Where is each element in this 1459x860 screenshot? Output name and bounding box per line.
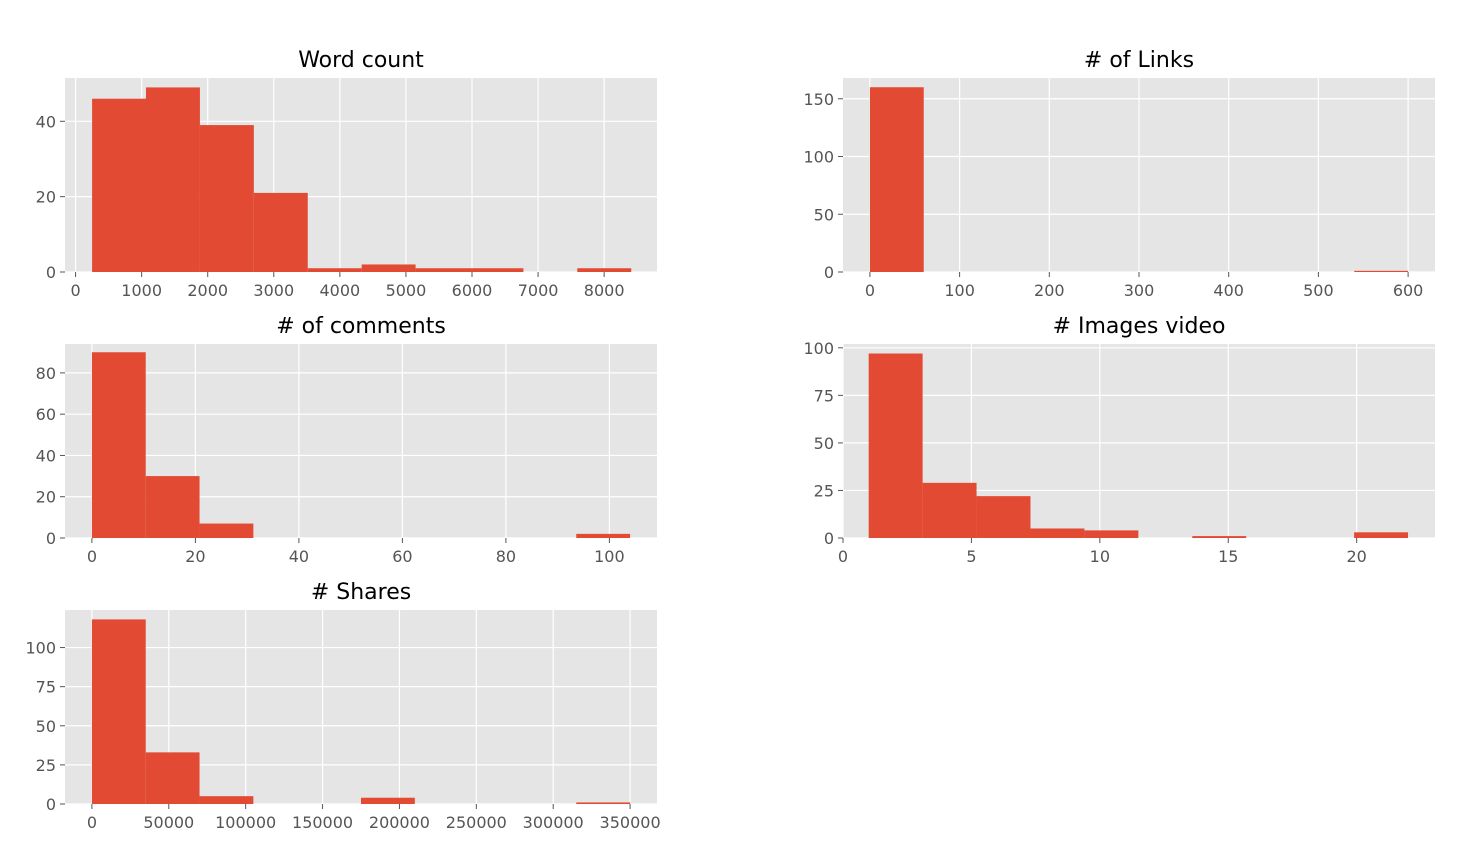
of-comments-bar xyxy=(145,476,200,538)
shares-x-tick-label: 150000 xyxy=(292,813,353,832)
of-links-x-tick-label: 100 xyxy=(944,281,975,300)
word-count-x-tick-label: 8000 xyxy=(584,281,625,300)
word-count-bar xyxy=(307,268,362,272)
images-video-x-tick-label: 5 xyxy=(966,547,976,566)
of-comments-y-tick-label: 80 xyxy=(36,364,56,383)
images-video-bar xyxy=(922,482,977,538)
of-links-y-tick-label: 150 xyxy=(803,90,834,109)
shares-bar xyxy=(91,619,146,804)
images-video-x-tick-label: 10 xyxy=(1090,547,1110,566)
of-comments-title: # of comments xyxy=(276,314,446,339)
word-count-bar xyxy=(469,268,524,272)
of-links-title: # of Links xyxy=(1084,48,1194,73)
of-comments-y-tick-label: 0 xyxy=(46,529,56,548)
of-links-y-tick-label: 50 xyxy=(814,205,834,224)
word-count-x-tick-label: 0 xyxy=(70,281,80,300)
images-video-bar xyxy=(976,496,1031,538)
word-count-bar xyxy=(415,268,470,272)
shares-bar xyxy=(145,752,200,804)
of-comments-x-tick-label: 100 xyxy=(594,547,625,566)
shares-x-tick-label: 300000 xyxy=(523,813,584,832)
images-video-x-tick-label: 20 xyxy=(1346,547,1366,566)
images-video-y-tick-label: 75 xyxy=(814,386,834,405)
of-comments-y-tick-label: 60 xyxy=(36,405,56,424)
of-links-chart: 0 100 200 300 400 500 600 0 50 100 150 # of Links xyxy=(803,48,1435,300)
images-video-bar xyxy=(1084,530,1139,538)
of-links-x-tick-label: 400 xyxy=(1213,281,1244,300)
word-count-title: Word count xyxy=(298,48,424,73)
of-comments-x-tick-label: 80 xyxy=(496,547,516,566)
of-comments-bar xyxy=(576,533,631,538)
images-video-bar xyxy=(1192,536,1247,538)
of-comments-y-tick-label: 20 xyxy=(36,488,56,507)
word-count-y-tick-label: 20 xyxy=(36,188,56,207)
word-count-bar xyxy=(92,98,147,272)
shares-y-tick-label: 100 xyxy=(25,639,56,658)
images-video-bar xyxy=(1354,532,1409,538)
shares-y-tick-label: 50 xyxy=(36,717,56,736)
shares-bar xyxy=(361,797,415,804)
images-video-bar xyxy=(868,353,923,538)
shares-chart: 0 50000 100000 150000 200000 250000 300000 3500… xyxy=(25,580,660,832)
of-links-x-tick-label: 500 xyxy=(1303,281,1334,300)
of-links-y-tick-label: 0 xyxy=(824,263,834,282)
word-count-x-tick-label: 2000 xyxy=(187,281,228,300)
images-video-y-tick-label: 25 xyxy=(814,481,834,500)
of-comments-x-tick-label: 60 xyxy=(392,547,412,566)
images-video-x-tick-label: 0 xyxy=(838,547,848,566)
word-count-bar xyxy=(361,264,416,272)
word-count-x-tick-label: 5000 xyxy=(386,281,427,300)
of-comments-y-tick-label: 40 xyxy=(36,446,56,465)
images-video-bar xyxy=(1030,528,1085,538)
of-comments-bar xyxy=(91,352,146,538)
shares-y-tick-label: 75 xyxy=(36,678,56,697)
of-links-y-tick-label: 100 xyxy=(803,148,834,167)
word-count-y-tick-label: 40 xyxy=(36,112,56,131)
images-video-x-tick-label: 15 xyxy=(1218,547,1238,566)
images-video-chart: 0 5 10 15 20 0 25 50 75 100 # Images video xyxy=(803,314,1435,566)
images-video-y-tick-label: 0 xyxy=(824,529,834,548)
shares-x-tick-label: 0 xyxy=(87,813,97,832)
shares-title: # Shares xyxy=(311,580,411,605)
word-count-x-tick-label: 3000 xyxy=(253,281,294,300)
shares-bar xyxy=(576,802,631,804)
shares-x-tick-label: 100000 xyxy=(215,813,276,832)
shares-y-tick-label: 0 xyxy=(46,795,56,814)
of-links-x-tick-label: 200 xyxy=(1034,281,1065,300)
shares-x-tick-label: 200000 xyxy=(369,813,430,832)
word-count-y-tick-label: 0 xyxy=(46,263,56,282)
word-count-chart: 0 1000 2000 3000 4000 5000 6000 7000 8000 0 20 40 Wo… xyxy=(36,48,657,300)
word-count-bar xyxy=(199,125,254,273)
images-video-y-tick-label: 50 xyxy=(814,434,834,453)
of-links-x-tick-label: 300 xyxy=(1124,281,1155,300)
word-count-bar xyxy=(146,87,200,272)
of-links-bar xyxy=(869,87,924,272)
of-links-x-tick-label: 0 xyxy=(865,281,875,300)
shares-bar xyxy=(199,796,254,804)
images-video-y-tick-label: 100 xyxy=(803,339,834,358)
of-comments-chart: 0 20 40 60 80 100 0 20 40 60 80 # of comments xyxy=(36,314,657,566)
of-links-bar xyxy=(1354,270,1409,272)
of-comments-x-tick-label: 40 xyxy=(289,547,309,566)
of-comments-bar xyxy=(199,523,254,538)
of-comments-x-tick-label: 0 xyxy=(87,547,97,566)
word-count-x-tick-label: 1000 xyxy=(121,281,162,300)
word-count-bar xyxy=(253,192,308,272)
shares-x-tick-label: 350000 xyxy=(600,813,661,832)
word-count-x-tick-label: 6000 xyxy=(452,281,493,300)
of-comments-x-tick-label: 20 xyxy=(185,547,205,566)
word-count-x-tick-label: 4000 xyxy=(319,281,360,300)
word-count-bar xyxy=(577,268,632,272)
of-links-x-tick-label: 600 xyxy=(1393,281,1424,300)
shares-x-tick-label: 50000 xyxy=(143,813,194,832)
images-video-title: # Images video xyxy=(1053,314,1226,339)
shares-x-tick-label: 250000 xyxy=(446,813,507,832)
word-count-x-tick-label: 7000 xyxy=(518,281,559,300)
shares-y-tick-label: 25 xyxy=(36,756,56,775)
